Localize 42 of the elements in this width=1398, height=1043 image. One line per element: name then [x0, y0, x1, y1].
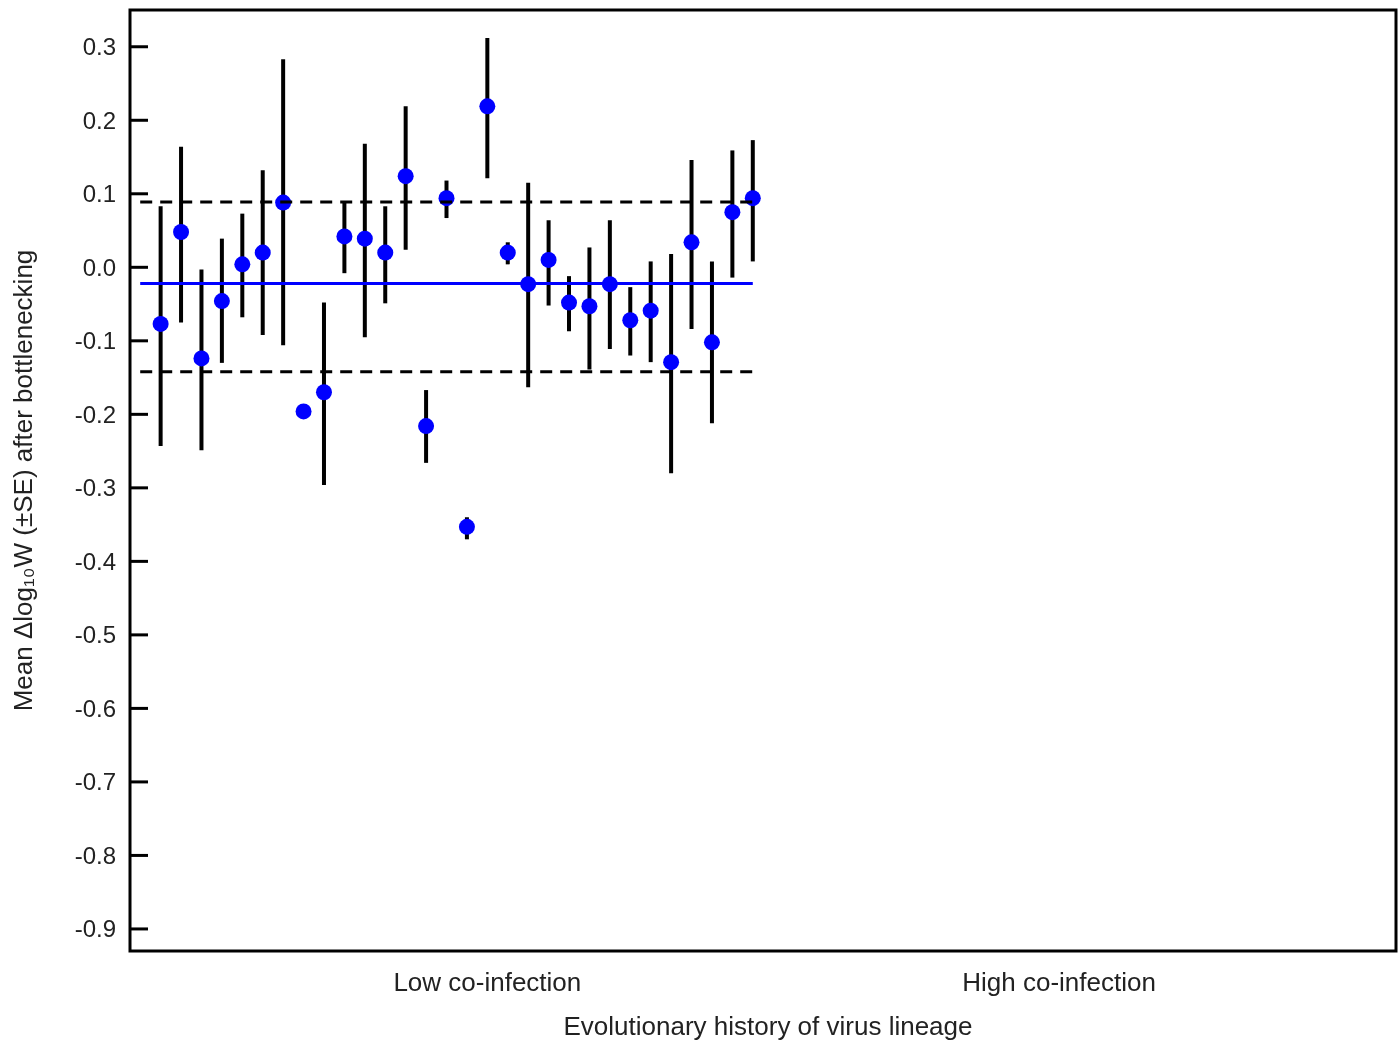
y-tick-label: -0.3: [74, 474, 116, 502]
point: [561, 294, 578, 311]
point: [581, 298, 598, 315]
point: [356, 230, 373, 247]
point: [622, 312, 639, 329]
point: [152, 315, 169, 332]
y-tick-label: -0.5: [74, 621, 116, 649]
point: [193, 350, 210, 367]
point: [213, 293, 230, 310]
point: [173, 224, 190, 241]
y-tick-label: -0.8: [74, 841, 116, 869]
y-tick-label: -0.6: [74, 694, 116, 722]
y-tick-label: -0.2: [74, 400, 116, 428]
y-tick-label: -0.9: [74, 915, 116, 943]
x-tick-label: High co-infection: [962, 967, 1156, 997]
y-tick-label: -0.7: [74, 768, 116, 796]
y-tick-label: -0.4: [74, 547, 116, 575]
point: [499, 244, 516, 261]
point: [540, 251, 557, 268]
point: [315, 384, 332, 401]
y-tick-label: 0.1: [82, 180, 116, 208]
point: [234, 256, 251, 273]
point: [295, 403, 312, 420]
y-tick-label: 0.2: [82, 106, 116, 134]
y-axis-title: Mean Δlog₁₀W (±SE) after bottlenecking: [8, 249, 38, 712]
x-axis-title: Evolutionary history of virus lineage: [563, 1011, 973, 1041]
point: [418, 418, 435, 435]
x-tick-label: Low co-infection: [393, 967, 582, 997]
y-tick-label: 0.3: [82, 33, 116, 61]
point: [458, 518, 475, 535]
point: [336, 228, 353, 245]
point: [642, 302, 659, 319]
point: [377, 244, 394, 261]
point: [254, 244, 271, 261]
point: [683, 234, 700, 251]
y-tick-label: 0.0: [82, 253, 116, 281]
point: [479, 98, 496, 115]
y-tick-label: -0.1: [74, 327, 116, 355]
point: [724, 204, 741, 221]
point: [397, 168, 414, 185]
point: [703, 334, 720, 351]
point: [663, 354, 680, 371]
